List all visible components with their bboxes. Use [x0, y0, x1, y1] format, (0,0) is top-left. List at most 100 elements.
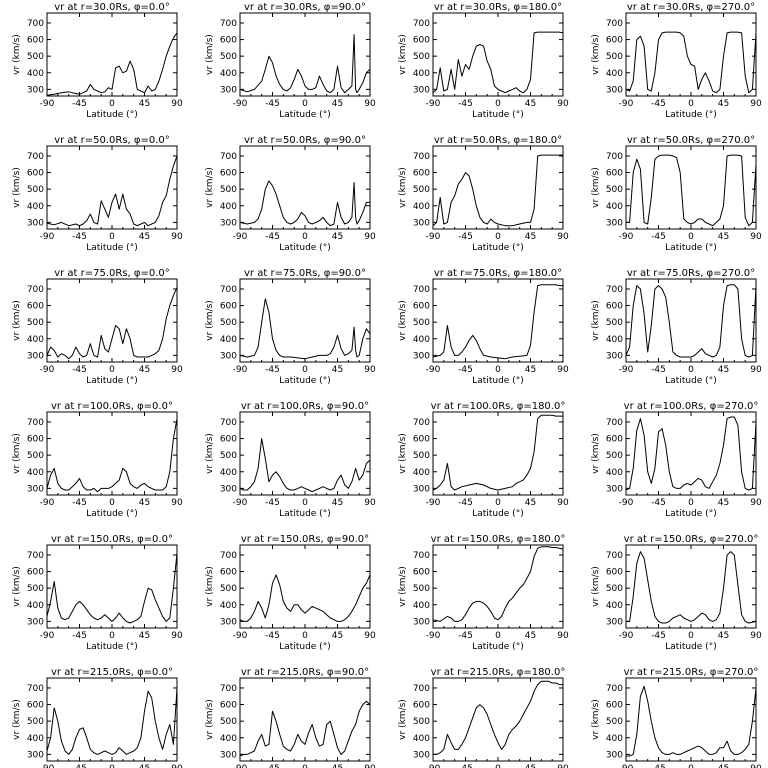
y-tick-label: 500 — [606, 451, 623, 461]
plot-frame — [432, 411, 564, 496]
plot-frame — [432, 544, 564, 629]
y-tick-label: 600 — [27, 435, 44, 445]
y-tick-label: 300 — [220, 85, 237, 95]
y-tick-label: 700 — [220, 152, 237, 162]
x-tick-label: 90 — [171, 631, 183, 641]
y-tick-label: 500 — [606, 584, 623, 594]
panel-title: vr at r=100.0Rs, φ=0.0° — [51, 401, 173, 412]
x-tick-label: 0 — [688, 232, 694, 242]
chart-panel-18: vr at r=150.0Rs, φ=90.0° -90 -45 0 45 90 300 40… — [205, 534, 376, 652]
chart-panel-3: vr at r=30.0Rs, φ=180.0° -90 -45 0 45 90 300 40… — [398, 2, 569, 120]
x-tick-label: 45 — [332, 764, 343, 768]
y-tick-label: 500 — [413, 717, 430, 727]
y-tick-label: 300 — [220, 218, 237, 228]
y-tick-label: 300 — [413, 484, 430, 494]
y-tick-label: 700 — [606, 418, 623, 428]
y-tick-label: 700 — [27, 551, 44, 561]
x-tick-label: 0 — [109, 764, 115, 768]
x-tick-label: -45 — [458, 99, 473, 109]
x-tick-label: 90 — [750, 99, 762, 109]
y-axis-label: vr (km/s) — [591, 699, 601, 740]
x-tick-label: 90 — [171, 764, 183, 768]
y-tick-label: 300 — [27, 617, 44, 627]
x-tick-label: 90 — [364, 764, 376, 768]
y-tick-label: 400 — [413, 202, 430, 212]
x-tick-label: 45 — [718, 764, 729, 768]
panel-title: vr at r=100.0Rs, φ=270.0° — [624, 401, 759, 412]
y-tick-label: 300 — [27, 218, 44, 228]
x-tick-label: -45 — [265, 232, 280, 242]
y-tick-label: 400 — [27, 335, 44, 345]
x-tick-label: -90 — [40, 99, 55, 109]
y-axis-label: vr (km/s) — [591, 34, 601, 75]
x-tick-label: 45 — [718, 99, 729, 109]
y-tick-label: 600 — [27, 302, 44, 312]
x-tick-label: 45 — [718, 498, 729, 508]
y-axis-label: vr (km/s) — [591, 566, 601, 607]
x-tick-label: 45 — [332, 99, 343, 109]
x-tick-label: -90 — [233, 764, 248, 768]
y-tick-label: 400 — [27, 69, 44, 79]
y-tick-label: 400 — [606, 69, 623, 79]
y-axis-label: vr (km/s) — [398, 167, 408, 208]
x-tick-label: -90 — [40, 764, 55, 768]
x-tick-label: -45 — [458, 232, 473, 242]
y-tick-label: 600 — [606, 302, 623, 312]
y-axis-label: vr (km/s) — [398, 699, 408, 740]
x-tick-label: -45 — [265, 99, 280, 109]
y-tick-label: 400 — [413, 69, 430, 79]
chart-panel-2: vr at r=30.0Rs, φ=90.0° -90 -45 0 45 90 300 400… — [205, 2, 376, 120]
x-tick-label: 0 — [109, 498, 115, 508]
chart-panel-1: vr at r=30.0Rs, φ=0.0° -90 -45 0 45 90 300 400 5… — [12, 2, 183, 120]
series-line — [625, 416, 757, 491]
series-line — [46, 287, 178, 360]
x-axis-label: Latitude (°) — [86, 376, 137, 386]
y-axis-label: vr (km/s) — [205, 566, 215, 607]
y-tick-label: 400 — [606, 734, 623, 744]
panel-title: vr at r=30.0Rs, φ=180.0° — [434, 2, 562, 13]
x-tick-label: -45 — [458, 498, 473, 508]
series-line — [626, 685, 757, 757]
panel-title: vr at r=75.0Rs, φ=0.0° — [54, 268, 170, 279]
chart-panel-23: vr at r=215.0Rs, φ=180.0° -90 -45 0 45 90 300 4… — [398, 667, 569, 768]
y-tick-label: 300 — [27, 484, 44, 494]
plot-frame — [239, 544, 371, 629]
y-tick-label: 400 — [606, 335, 623, 345]
panel-title: vr at r=50.0Rs, φ=270.0° — [627, 135, 755, 146]
series-line — [433, 680, 563, 755]
y-tick-label: 700 — [413, 551, 430, 561]
panel-title: vr at r=100.0Rs, φ=90.0° — [241, 401, 369, 412]
y-tick-label: 300 — [220, 484, 237, 494]
x-tick-label: 90 — [171, 99, 183, 109]
x-tick-label: -45 — [72, 764, 87, 768]
x-tick-label: -45 — [458, 631, 473, 641]
x-tick-label: 0 — [495, 365, 501, 375]
y-tick-label: 700 — [606, 19, 623, 29]
y-tick-label: 400 — [606, 468, 623, 478]
plot-frame — [239, 677, 371, 762]
y-tick-label: 700 — [220, 285, 237, 295]
y-tick-label: 600 — [413, 169, 430, 179]
y-tick-label: 300 — [606, 218, 623, 228]
series-line — [625, 31, 757, 94]
x-tick-label: -45 — [72, 232, 87, 242]
y-tick-label: 600 — [606, 568, 623, 578]
plot-frame — [432, 12, 564, 97]
x-tick-label: -90 — [233, 631, 248, 641]
y-axis-label: vr (km/s) — [205, 34, 215, 75]
y-axis-label: vr (km/s) — [591, 167, 601, 208]
y-tick-label: 500 — [606, 717, 623, 727]
x-axis-label: Latitude (°) — [665, 243, 716, 253]
series-line — [46, 32, 178, 96]
x-tick-label: -90 — [426, 764, 441, 768]
x-tick-label: 90 — [557, 99, 569, 109]
y-tick-label: 600 — [220, 36, 237, 46]
x-tick-label: -45 — [72, 631, 87, 641]
plot-frame — [625, 278, 757, 363]
y-tick-label: 300 — [220, 617, 237, 627]
x-tick-label: 45 — [718, 232, 729, 242]
series-line — [239, 180, 370, 227]
y-tick-label: 700 — [606, 684, 623, 694]
x-tick-label: -90 — [619, 99, 634, 109]
x-tick-label: 45 — [139, 365, 150, 375]
